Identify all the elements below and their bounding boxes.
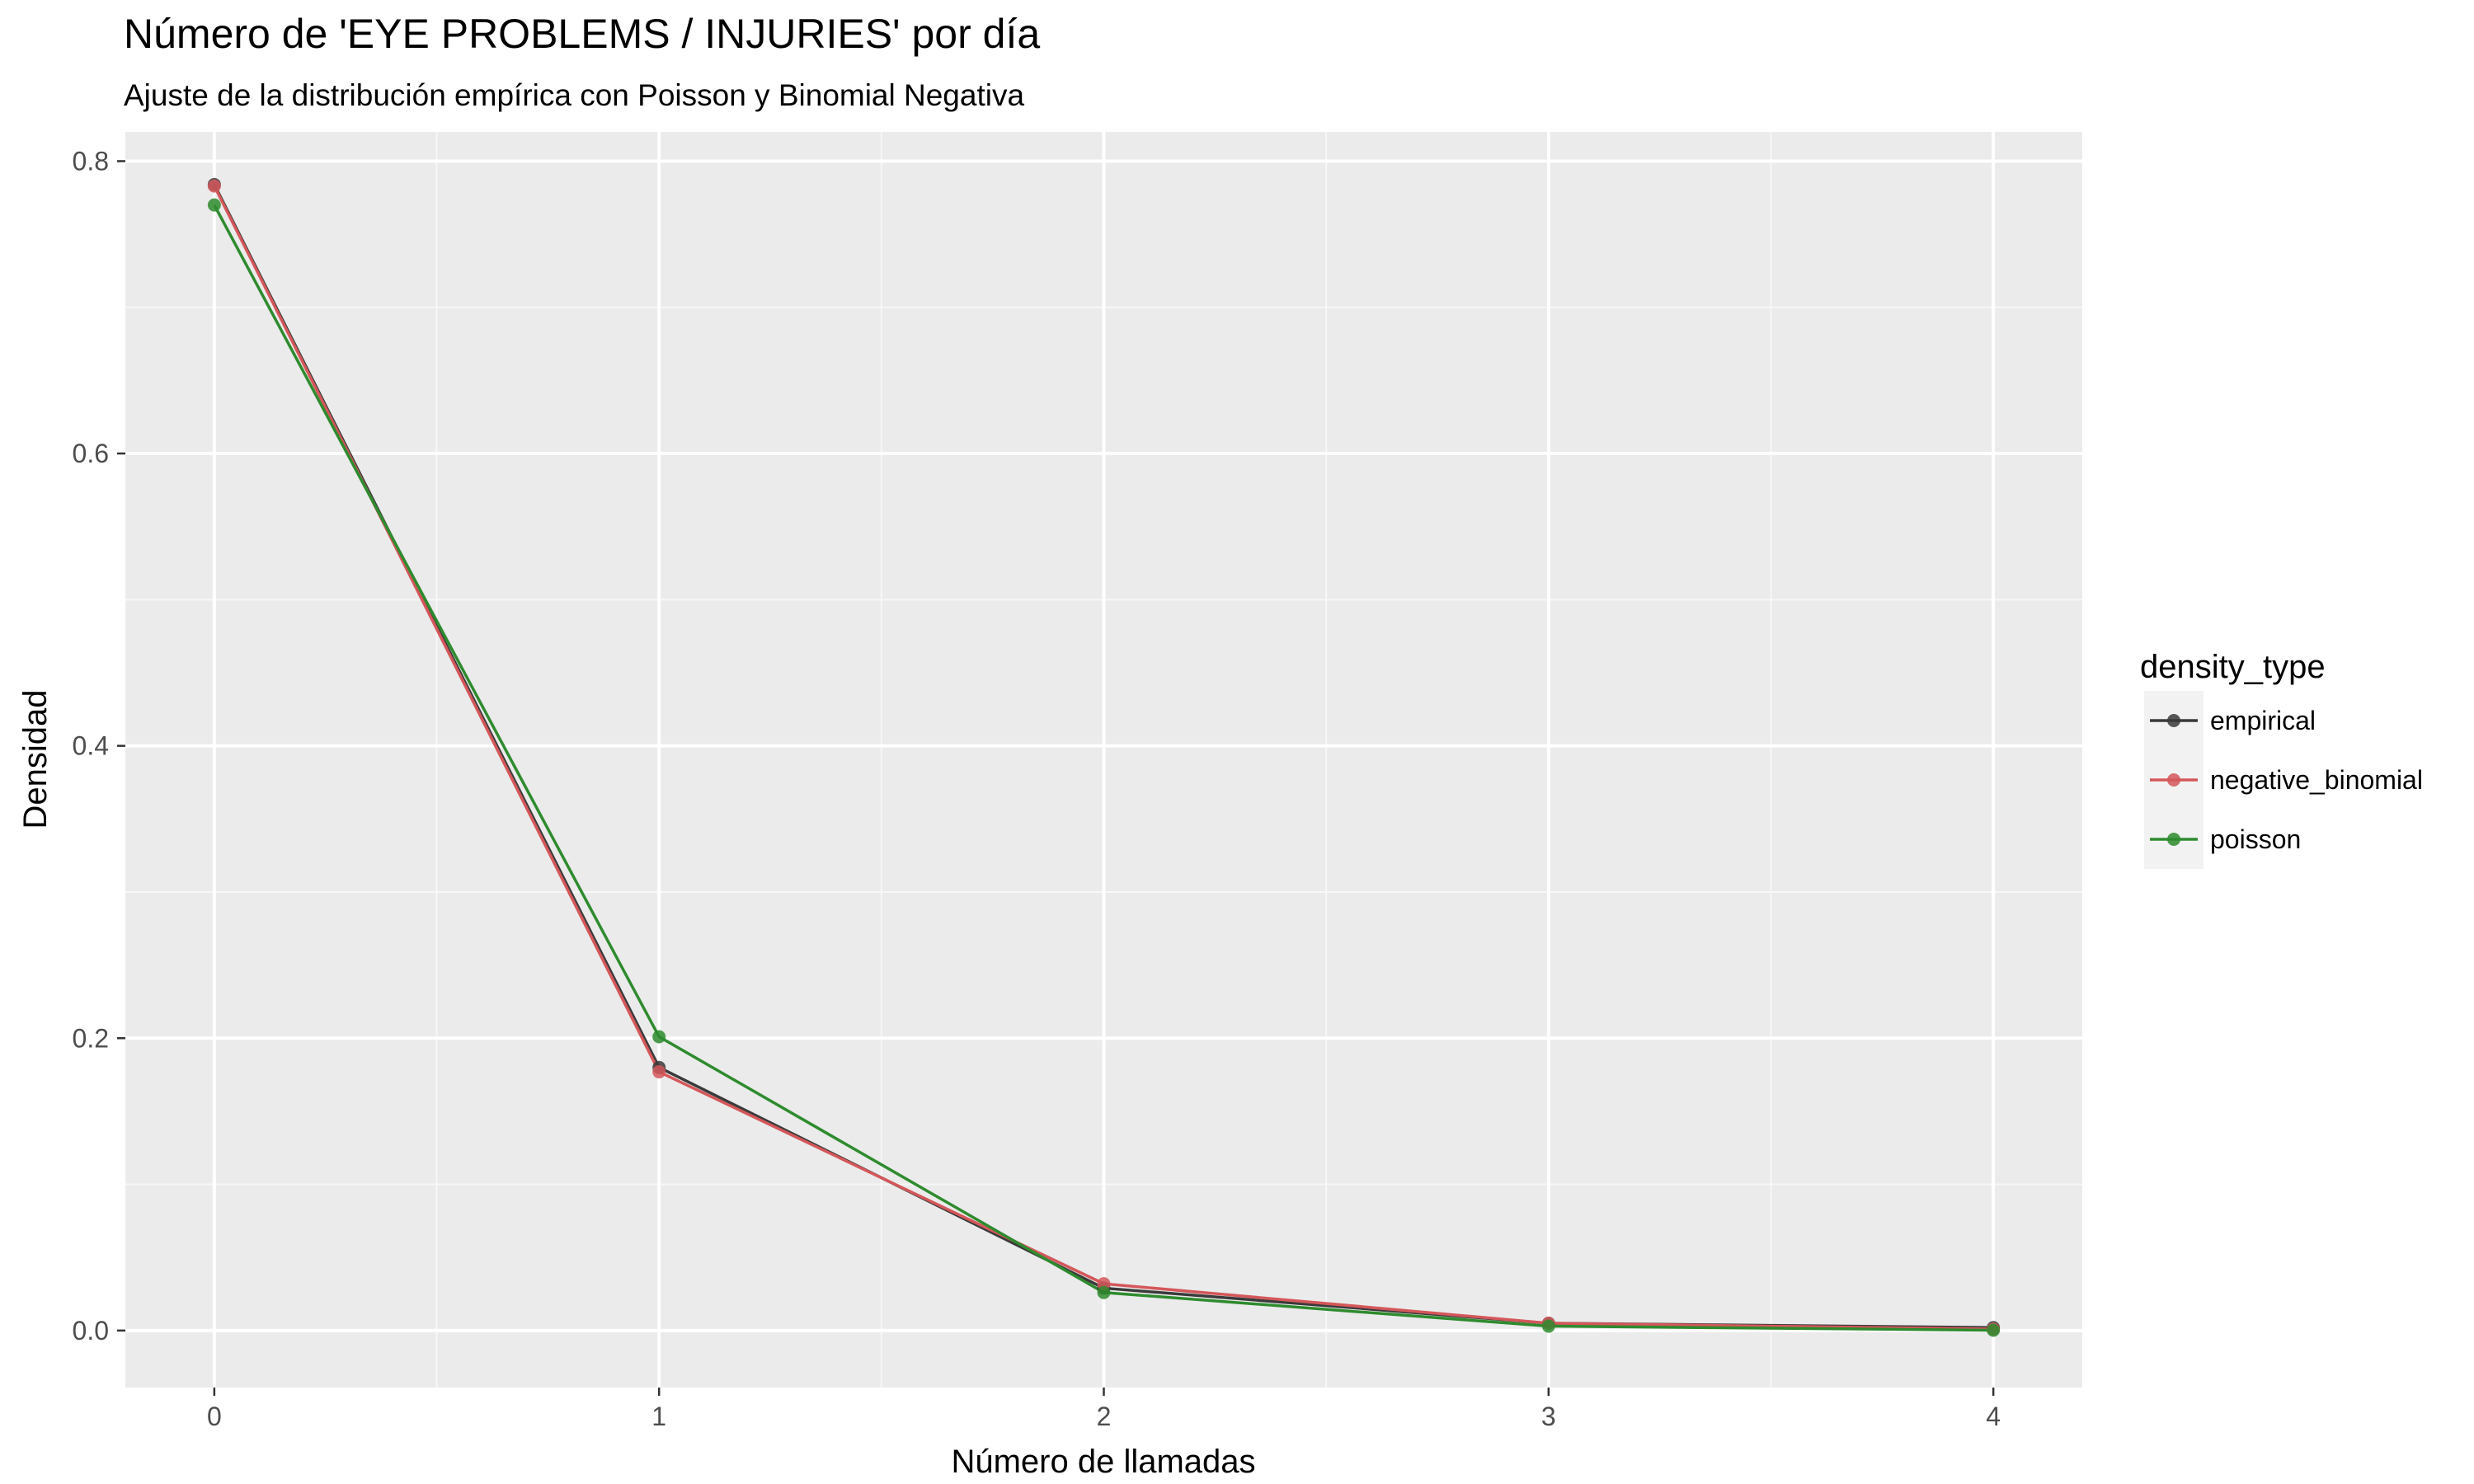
legend: density_type empirical negative_binomialp… (2140, 649, 2423, 869)
x-tick-label: 0 (207, 1402, 222, 1431)
x-tick-label: 1 (651, 1402, 666, 1431)
axis-ticks (117, 160, 1995, 1396)
data-point-negative_binomial (207, 179, 221, 193)
y-tick-label: 0.6 (73, 439, 109, 468)
y-tick-label: 0.2 (73, 1023, 109, 1053)
chart-title: Número de 'EYE PROBLEMS / INJURIES' por … (124, 11, 1041, 57)
legend-title: density_type (2140, 649, 2326, 685)
x-tick-labels: 0 1 2 3 4 (207, 1402, 2001, 1431)
x-tick-label: 4 (1986, 1402, 2001, 1431)
legend-key-point (2167, 773, 2180, 787)
x-tick-label: 3 (1541, 1402, 1556, 1431)
y-axis-label: Densidad (17, 689, 54, 829)
chart-subtitle: Ajuste de la distribución empírica con P… (124, 78, 1025, 112)
data-point-poisson (1097, 1285, 1111, 1299)
y-tick-label: 0.0 (73, 1316, 109, 1345)
legend-key-point (2167, 714, 2180, 727)
y-tick-labels: 0.0 0.2 0.4 0.6 0.8 (73, 146, 109, 1345)
x-axis-label: Número de llamadas (951, 1444, 1255, 1480)
legend-label: poisson (2210, 824, 2301, 854)
legend-key-point (2167, 833, 2180, 846)
data-point-negative_binomial (652, 1065, 666, 1079)
data-point-poisson (652, 1030, 666, 1044)
x-tick-label: 2 (1097, 1402, 1112, 1431)
legend-label: empirical (2210, 706, 2316, 735)
major-gridlines (125, 132, 2082, 1388)
legend-label: negative_binomial (2210, 765, 2423, 795)
y-tick-label: 0.8 (73, 146, 109, 176)
y-tick-label: 0.4 (73, 731, 109, 761)
series-points (207, 177, 2001, 1337)
data-point-poisson (207, 198, 221, 212)
data-point-poisson (1541, 1319, 1555, 1333)
data-point-poisson (1987, 1323, 2001, 1337)
